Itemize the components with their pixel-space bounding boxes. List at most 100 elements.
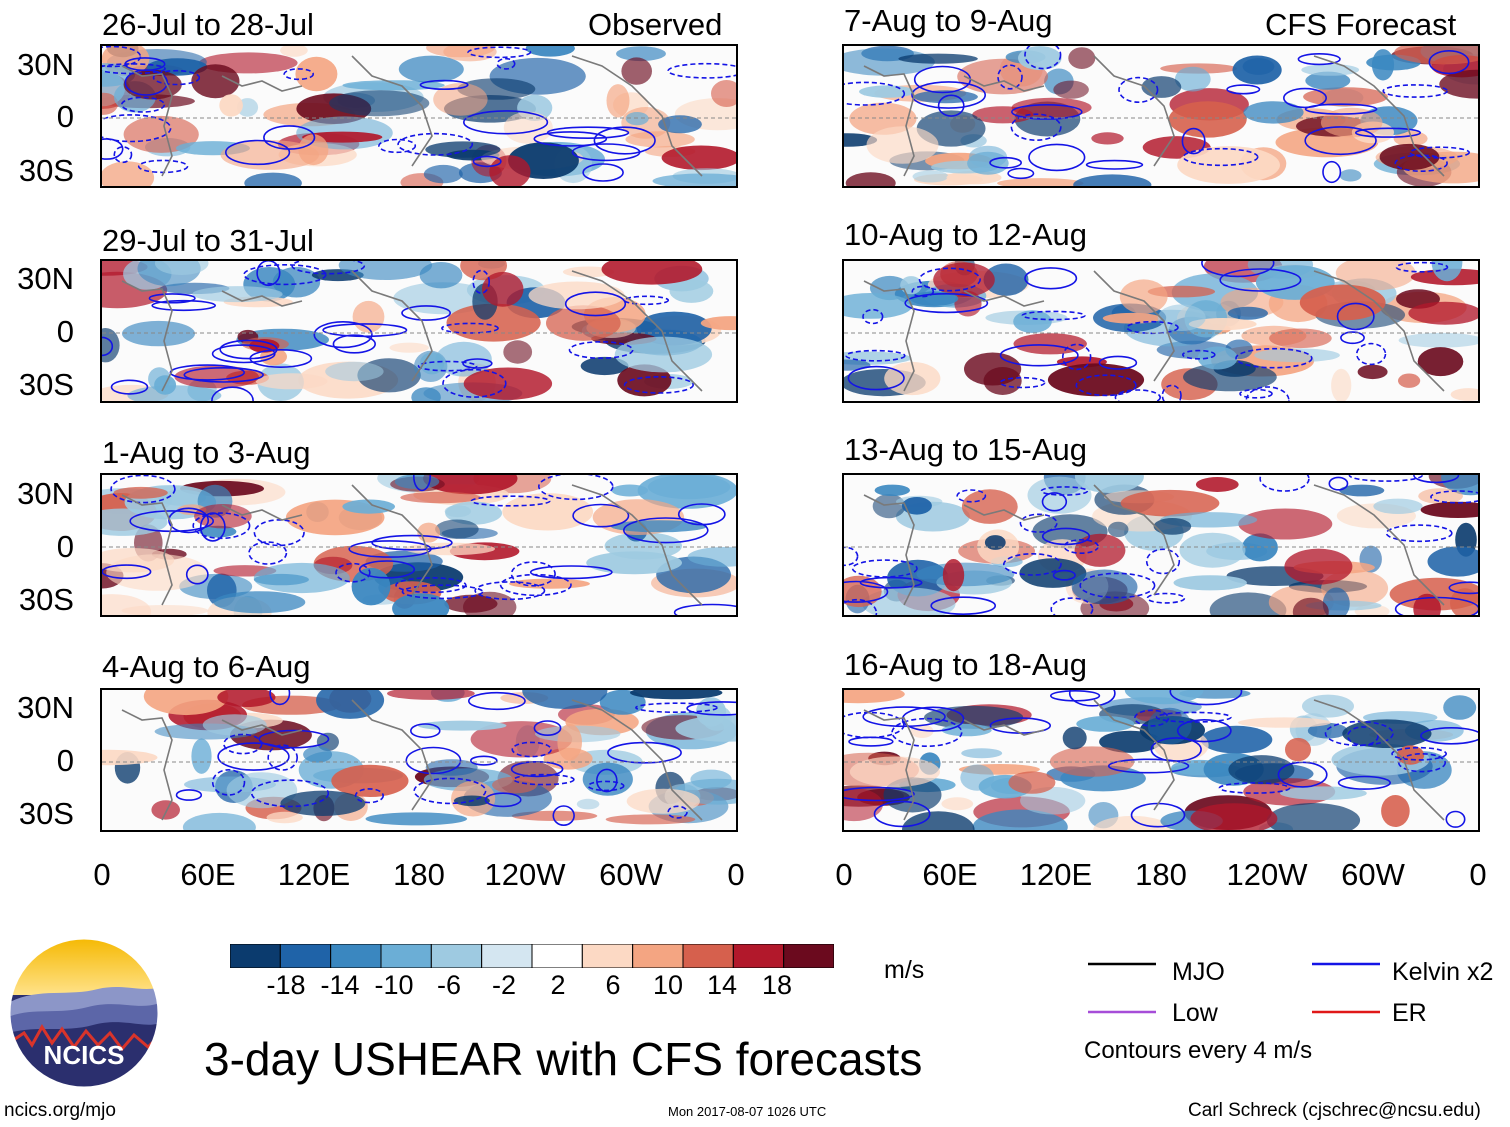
kelvin-contour (102, 336, 114, 357)
kelvin-contour (110, 379, 149, 395)
legend-label-kelvin: Kelvin x2 (1392, 958, 1494, 986)
kelvin-contour (1146, 592, 1186, 604)
coastline (1093, 699, 1175, 811)
lon-label-right-120w: 120W (1226, 857, 1308, 892)
colorbar-swatch (783, 944, 834, 968)
shear-anomaly-blob (1232, 55, 1282, 85)
kelvin-contour (1041, 492, 1068, 512)
kelvin-contour (1428, 50, 1470, 75)
shear-anomaly-blob (127, 385, 222, 401)
colorbar-label-10: 18 (761, 970, 793, 1000)
kelvin-contour (667, 62, 736, 79)
legend-line-low (1088, 1010, 1156, 1014)
shear-anomaly-blob (325, 361, 384, 382)
kelvin-contour (469, 755, 498, 766)
shear-anomaly-blob (398, 55, 464, 83)
shear-anomaly-blob (586, 551, 682, 575)
shear-anomaly-blob (933, 262, 995, 297)
kelvin-contour (467, 46, 532, 59)
shear-anomaly-blob (331, 764, 409, 797)
map-panel-5 (842, 44, 1480, 188)
shear-anomaly-blob (924, 705, 1024, 729)
map-panel-8 (842, 688, 1480, 832)
kelvin-contour (124, 57, 166, 72)
shear-anomaly-blob (859, 85, 915, 98)
kelvin-contour (185, 564, 209, 585)
kelvin-contour (1430, 490, 1478, 504)
map-field-6 (844, 261, 1478, 401)
coastline (963, 504, 1045, 521)
colorbar-swatch (279, 944, 332, 968)
kelvin-contour (378, 138, 417, 154)
shear-anomaly-blob (503, 111, 553, 144)
forecast-label: CFS Forecast (1265, 7, 1457, 42)
shear-anomaly-blob (1053, 80, 1089, 99)
kelvin-contour (568, 341, 634, 360)
kelvin-contour (371, 534, 453, 551)
kelvin-contour (1002, 553, 1062, 576)
lon-label-right-180: 180 (1135, 857, 1187, 892)
coastline (963, 290, 1045, 307)
shear-anomaly-blob (562, 266, 615, 278)
shear-anomaly-blob (154, 261, 209, 275)
colorbar-label-2: -14 (320, 970, 360, 1000)
kelvin-contour (102, 138, 124, 160)
kelvin-contour (847, 365, 905, 391)
kelvin-contour (1024, 267, 1078, 290)
shear-anomaly-blob (901, 497, 932, 515)
kelvin-contour (1181, 349, 1216, 360)
colorbar-swatch (330, 944, 382, 968)
kelvin-contour (283, 68, 314, 81)
colorbar-label-5: -2 (491, 970, 516, 1000)
shear-anomaly-blob (443, 46, 497, 62)
shear-anomaly-blob (418, 720, 507, 731)
shear-anomaly-blob (433, 83, 488, 116)
kelvin-contour (401, 305, 452, 321)
coastline (1093, 484, 1175, 596)
lat-label-0-4: 0 (56, 743, 74, 778)
shear-anomaly-blob (1320, 107, 1383, 138)
lon-label-left-60w: 60W (599, 857, 663, 892)
kelvin-contour (572, 503, 630, 528)
shear-anomaly-blob (601, 261, 703, 285)
shear-anomaly-blob (1173, 575, 1247, 591)
shear-anomaly-blob (997, 178, 1084, 186)
kelvin-contour (1021, 310, 1086, 321)
shear-anomaly-blob (1285, 737, 1311, 762)
kelvin-contour (211, 344, 276, 364)
kelvin-contour (1075, 374, 1137, 397)
coastline (863, 280, 915, 392)
kelvin-contour (1181, 127, 1206, 155)
coastline (121, 709, 173, 821)
kelvin-contour (1354, 127, 1421, 138)
shear-anomaly-blob (217, 690, 276, 707)
shear-anomaly-blob (1408, 301, 1478, 325)
shear-anomaly-blob (1443, 695, 1477, 720)
shear-anomaly-blob (1322, 587, 1350, 615)
shear-anomaly-blob (174, 365, 259, 389)
shear-anomaly-blob (1228, 755, 1295, 785)
shear-anomaly-blob (1331, 368, 1352, 401)
shear-anomaly-blob (941, 797, 974, 811)
coastline (1093, 55, 1175, 167)
shear-anomaly-blob (1266, 803, 1361, 830)
map-field-1 (102, 46, 736, 186)
shear-anomaly-blob (866, 126, 939, 164)
kelvin-contour (175, 789, 203, 801)
kelvin-contour (552, 805, 575, 827)
kelvin-contour (851, 559, 918, 578)
kelvin-contour (510, 561, 556, 587)
legend-line-er (1312, 1010, 1380, 1014)
colorbar-swatch (632, 944, 684, 968)
kelvin-contour (102, 114, 172, 143)
shear-anomaly-blob (423, 475, 518, 495)
site-url[interactable]: ncics.org/mjo (4, 1100, 116, 1121)
kelvin-contour (1007, 167, 1035, 180)
kelvin-contour (1328, 476, 1349, 491)
kelvin-contour (441, 322, 499, 334)
kelvin-contour (989, 156, 1023, 169)
kelvin-contour (862, 308, 884, 325)
kelvin-contour (258, 729, 330, 749)
shear-anomaly-blob (1174, 66, 1211, 92)
kelvin-contour (1324, 720, 1394, 747)
